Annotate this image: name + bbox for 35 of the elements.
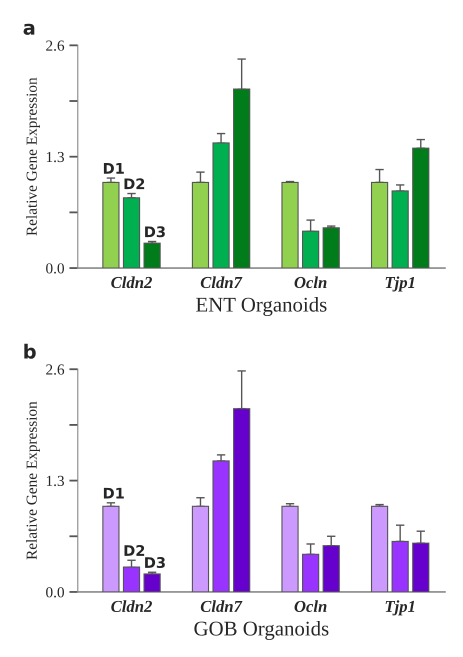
y-tick-label: 1.3 [46, 152, 64, 162]
x-tick-label: Cldn2 [111, 600, 152, 612]
series-label: D1 [104, 488, 124, 498]
bar [370, 506, 388, 592]
bar [281, 182, 299, 268]
y-tick-label: 0.0 [46, 263, 64, 274]
y-tick-label: 2.6 [46, 364, 64, 375]
series-label: D2 [124, 545, 144, 556]
bar [122, 197, 140, 268]
bar [102, 506, 120, 592]
x-tick-label: Ocln [294, 276, 326, 288]
bar [281, 506, 299, 592]
series-label: D3 [145, 226, 165, 238]
x-tick-label: Cldn7 [200, 276, 242, 288]
series-label: D3 [145, 557, 165, 568]
series-label: D1 [104, 163, 124, 174]
text: a [24, 24, 34, 35]
x-axis-title: ENT Organoids [196, 297, 326, 316]
x-tick-label: Ocln [294, 600, 326, 612]
x-axis-title: GOB Organoids [194, 620, 328, 640]
x-tick-label: Cldn2 [111, 276, 152, 288]
x-tick-label: Cldn7 [200, 600, 242, 612]
x-tick-label: Tjp1 [386, 276, 414, 292]
y-axis-title: Relative Gene Expression [26, 78, 40, 236]
y-tick-label: 2.6 [46, 40, 64, 51]
bar [143, 242, 161, 268]
y-axis-title: Relative Gene Expression [26, 401, 40, 560]
bar [102, 182, 120, 268]
y-tick-label: 0.0 [46, 587, 64, 598]
bar [322, 227, 340, 268]
y-tick-label: 1.3 [46, 476, 64, 486]
text: b [24, 344, 36, 359]
bar [143, 573, 161, 592]
x-tick-label: Tjp1 [386, 600, 414, 616]
series-label: D2 [124, 178, 144, 190]
